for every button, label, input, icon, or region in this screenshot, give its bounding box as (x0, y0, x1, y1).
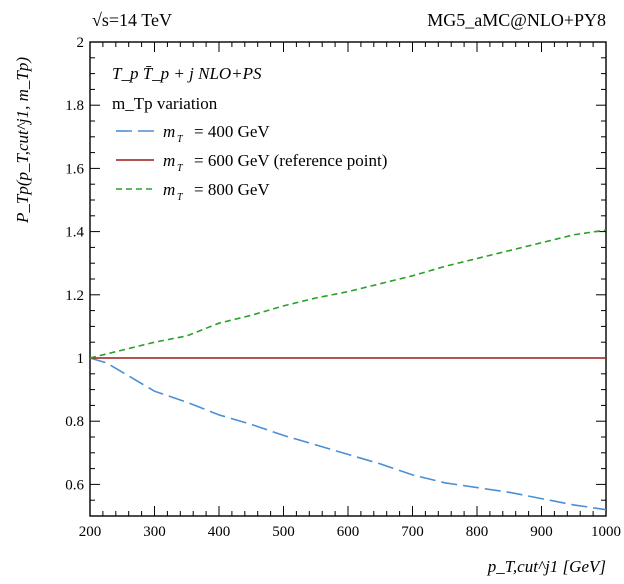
x-tick-label: 200 (79, 524, 102, 540)
x-tick-label: 300 (143, 524, 166, 540)
legend-symbol: m (163, 122, 175, 141)
legend: T_p T̄_p + j NLO+PS m_Tp variation m T = 4… (112, 64, 387, 203)
x-tick-label: 500 (272, 524, 295, 540)
ticks: 200 300 400 500 600 700 800 900 1000 0.6 0.8 1 1.2 1.… (65, 35, 621, 540)
x-tick-label: 600 (337, 524, 360, 540)
legend-symbol-sub: T (177, 163, 184, 174)
x-tick-label: 1000 (591, 524, 621, 540)
y-tick-label: 1.6 (65, 161, 84, 177)
y-tick-label: 0.6 (65, 477, 84, 493)
y-tick-label: 2 (77, 35, 85, 51)
x-tick-label: 800 (466, 524, 489, 540)
legend-symbol: m (163, 180, 175, 199)
y-tick-label: 1 (77, 351, 85, 367)
y-tick-label: 1.2 (65, 288, 84, 304)
x-tick-label: 400 (208, 524, 231, 540)
series-line-1 (89, 357, 607, 511)
x-tick-label: 700 (401, 524, 424, 540)
legend-variation: m_Tp variation (112, 94, 218, 113)
top-left-label: √s=14 TeV (92, 10, 172, 30)
y-axis-title: P_Tp(p_T,cut^j1, m_Tp) (13, 57, 32, 224)
plot-frame (89, 41, 607, 517)
series-line-3 (89, 229, 607, 359)
legend-label-2: = 600 GeV (reference point) (194, 151, 387, 170)
y-tick-label: 0.8 (65, 414, 84, 430)
series-layer (89, 229, 607, 511)
y-tick-label: 1.4 (65, 225, 84, 241)
legend-symbol: m (163, 151, 175, 170)
legend-symbol-sub: T (177, 134, 184, 145)
top-right-label: MG5_aMC@NLO+PY8 (427, 10, 606, 30)
x-axis-title: p_T,cut^j1 [GeV] (487, 557, 606, 576)
legend-label-1: = 400 GeV (194, 122, 270, 141)
y-tick-label: 1.8 (65, 98, 84, 114)
legend-symbol-sub: T (177, 192, 184, 203)
legend-label-3: = 800 GeV (194, 180, 270, 199)
legend-process: T_p T̄_p + j NLO+PS (112, 64, 262, 83)
x-tick-label: 900 (530, 524, 553, 540)
